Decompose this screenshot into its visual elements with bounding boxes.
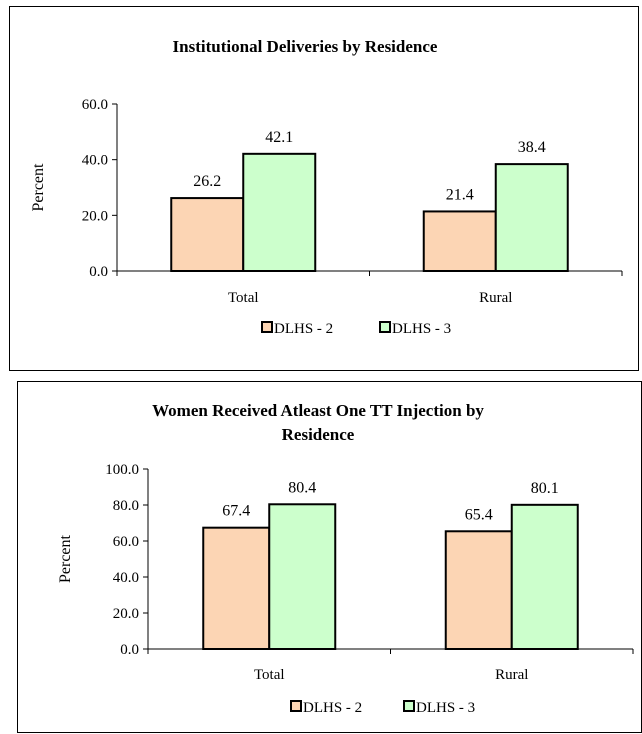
legend-label: DLHS - 2 <box>303 700 362 716</box>
y-axis-title: Percent <box>57 534 74 583</box>
y-tick-label: 60.0 <box>82 97 108 113</box>
legend-swatch <box>403 700 415 712</box>
y-tick-label: 80.0 <box>113 498 139 514</box>
legend-swatch <box>261 321 273 333</box>
x-category-label: Rural <box>479 290 512 306</box>
bar-data-label: 21.4 <box>446 186 474 203</box>
chart-svg-institutional-deliveries: Institutional Deliveries by Residence 0.0… <box>30 37 623 337</box>
legend-label: DLHS - 2 <box>274 321 333 337</box>
chart-title-line: Residence <box>282 425 355 444</box>
legend-swatch <box>290 700 302 712</box>
x-category-label: Total <box>228 290 259 306</box>
bar-data-label: 38.4 <box>518 139 546 156</box>
bar-data-label: 67.4 <box>222 503 250 520</box>
chart-institutional-deliveries: Institutional Deliveries by Residence 0.0… <box>9 6 639 371</box>
bar-data-label: 65.4 <box>465 506 493 523</box>
chart-tt-injection: Women Received Atleast One TT Injection … <box>17 381 642 733</box>
chart-title: Institutional Deliveries by Residence <box>173 37 438 56</box>
y-tick-label: 60.0 <box>113 534 139 550</box>
chart-svg-tt-injection: Women Received Atleast One TT Injection … <box>57 401 634 716</box>
bar-dlhs3 <box>510 503 579 650</box>
chart-title-line: Women Received Atleast One TT Injection … <box>152 401 484 420</box>
bar-dlhs3 <box>242 152 317 273</box>
legend-label: DLHS - 3 <box>392 321 451 337</box>
bar-dlhs2 <box>422 210 497 272</box>
y-tick-label: 40.0 <box>113 570 139 586</box>
bar-dlhs2 <box>444 530 513 650</box>
bar-dlhs3 <box>268 503 337 650</box>
bar-data-label: 42.1 <box>265 129 293 146</box>
x-category-label: Rural <box>495 667 528 683</box>
legend-swatch <box>379 321 391 333</box>
y-axis-title: Percent <box>30 163 47 212</box>
y-tick-label: 100.0 <box>105 462 139 478</box>
bar-data-label: 80.4 <box>288 479 316 496</box>
x-category-label: Total <box>254 667 285 683</box>
y-tick-label: 0.0 <box>89 264 108 280</box>
y-tick-label: 20.0 <box>113 606 139 622</box>
bar-dlhs2 <box>170 197 245 272</box>
y-tick-label: 0.0 <box>120 642 139 658</box>
bar-data-label: 80.1 <box>531 480 559 497</box>
y-tick-label: 40.0 <box>82 153 108 169</box>
bar-dlhs2 <box>202 526 271 650</box>
y-tick-label: 20.0 <box>82 208 108 224</box>
bar-data-label: 26.2 <box>193 173 221 190</box>
bar-dlhs3 <box>494 163 569 272</box>
legend-label: DLHS - 3 <box>416 700 475 716</box>
